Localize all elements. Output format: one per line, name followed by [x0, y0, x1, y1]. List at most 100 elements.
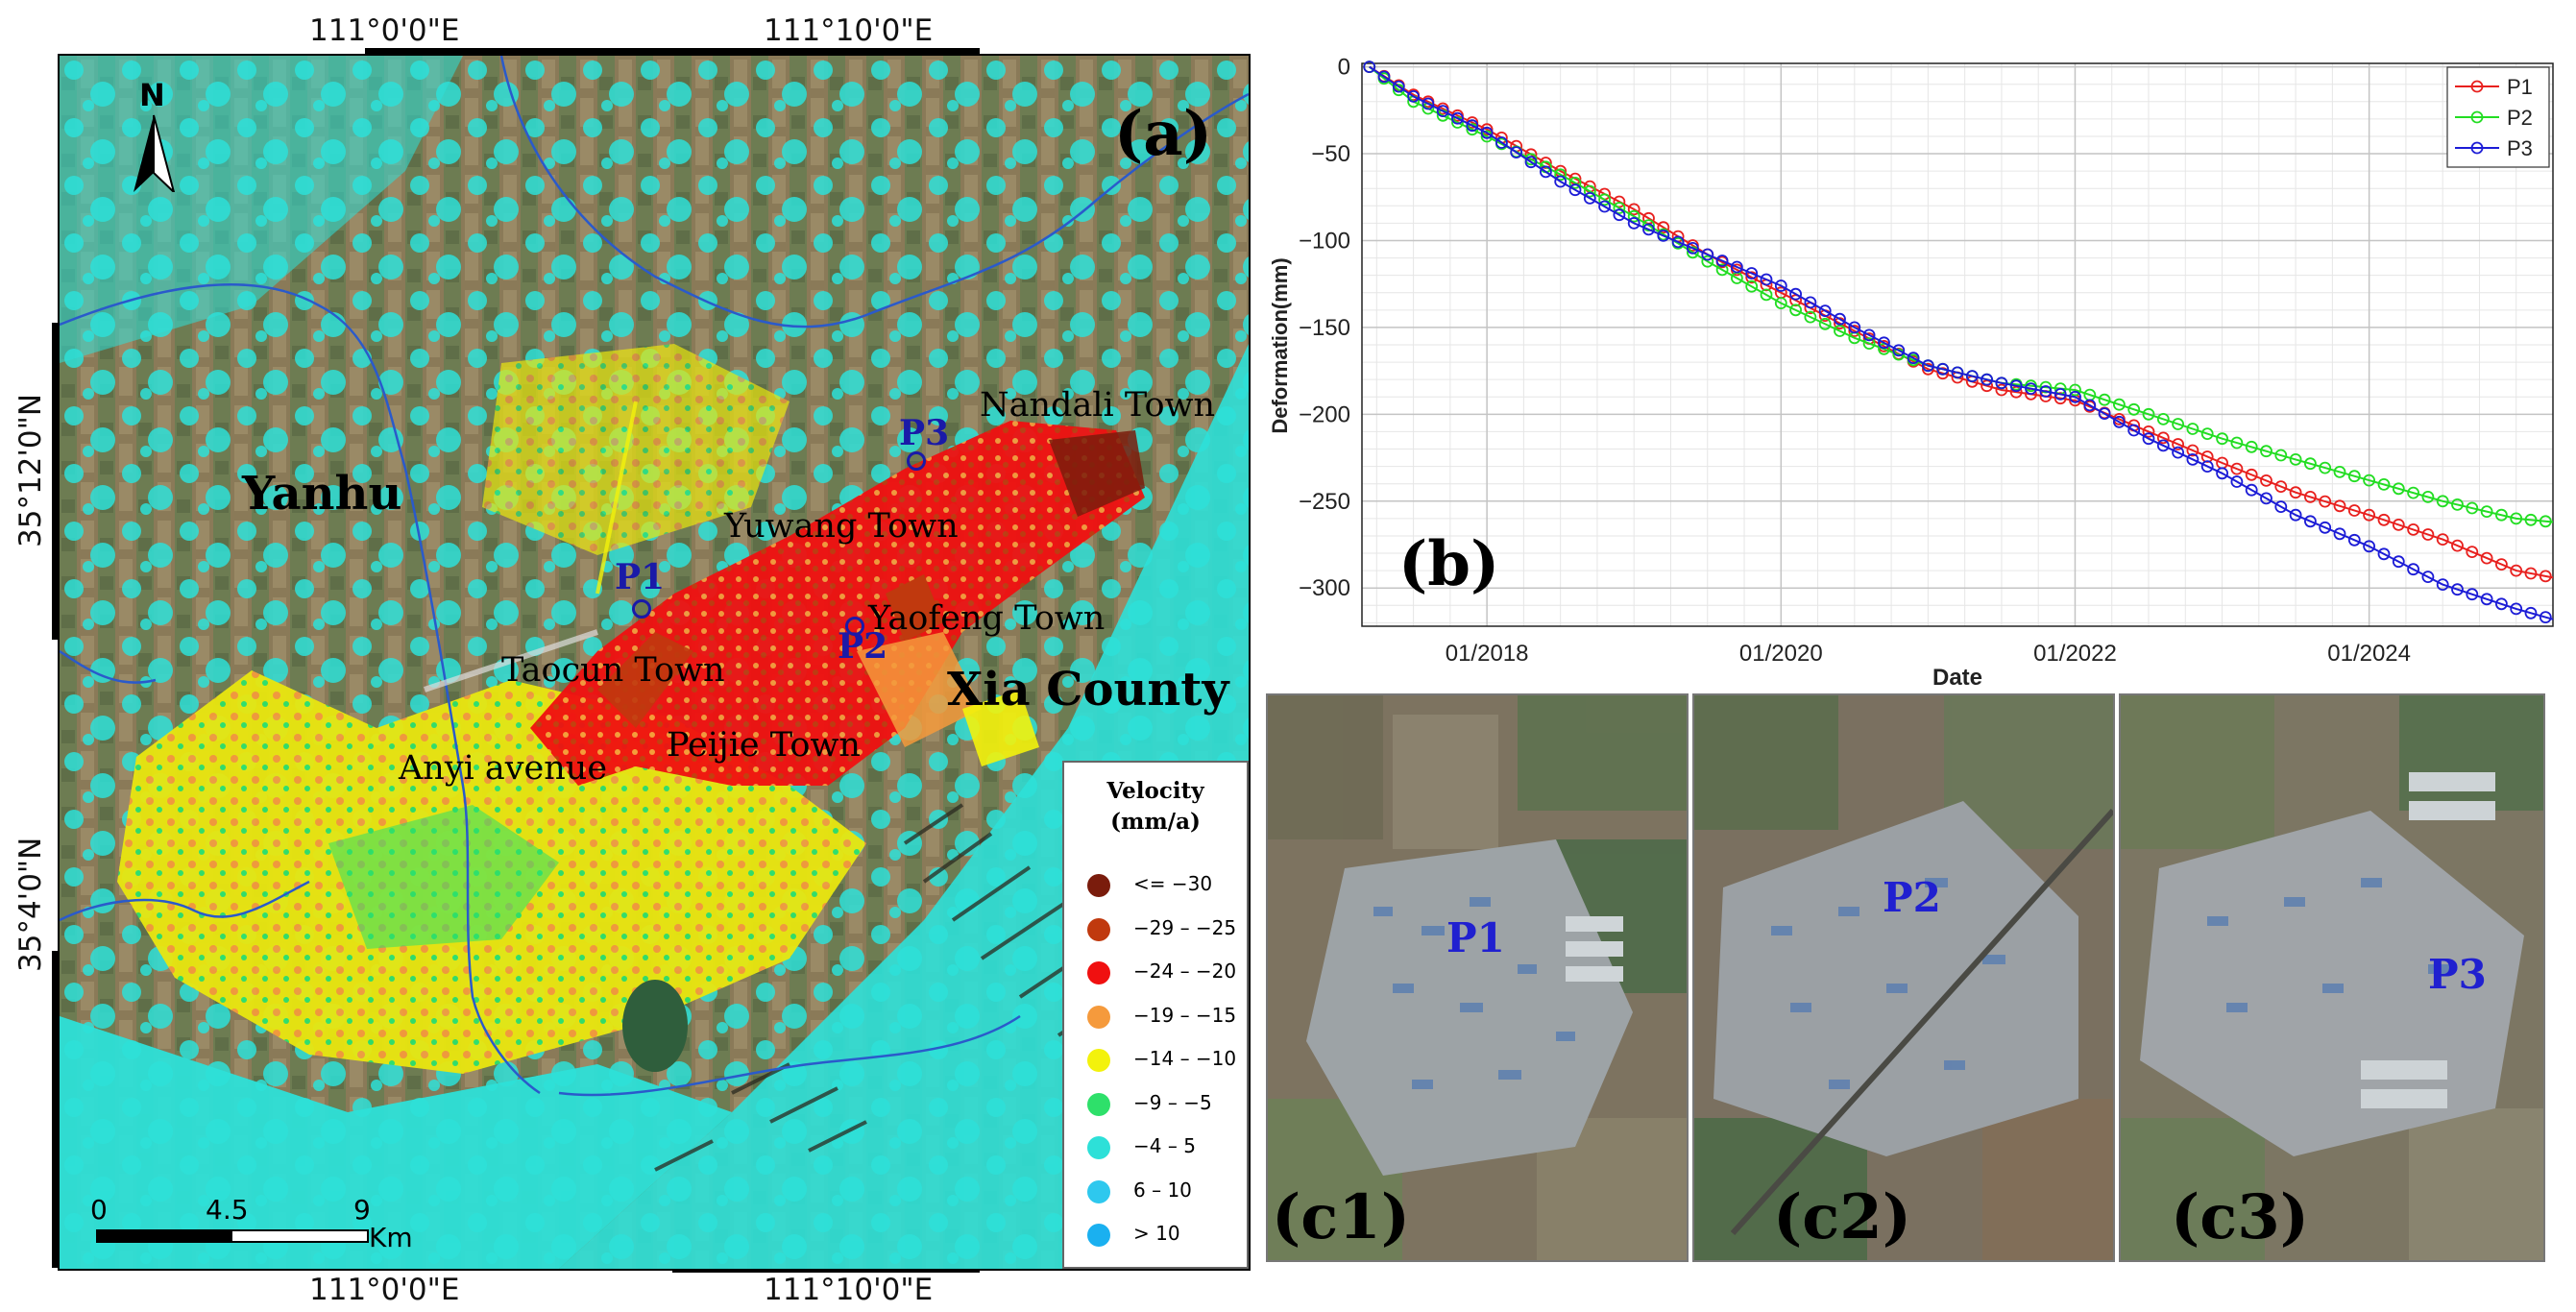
series-point-p2 [1554, 168, 1567, 182]
series-line-p3 [1369, 65, 2554, 620]
series-point-p2 [2260, 445, 2272, 458]
chart-legend-marker [2470, 80, 2484, 93]
series-point-p3 [1804, 296, 1817, 309]
place-yuwang: Yuwang Town [724, 507, 959, 546]
series-point-p3 [1922, 359, 1934, 373]
chart-legend-label: P1 [2507, 75, 2533, 99]
series-point-p2 [2069, 383, 2081, 397]
series-point-p2 [1701, 255, 1714, 268]
series-point-p3 [1451, 111, 1464, 125]
velocity-map [58, 54, 1251, 1271]
series-point-p1 [2319, 495, 2332, 508]
series-point-p3 [1568, 183, 1582, 197]
chart-series [1363, 61, 2554, 623]
legend-item-label: −19 – −15 [1133, 1003, 1237, 1027]
series-point-p3 [1480, 126, 1494, 139]
legend-swatch [1087, 1049, 1110, 1072]
series-point-p3 [2480, 593, 2493, 606]
y-tick-label: −50 [1311, 141, 1350, 167]
series-point-p3 [1951, 366, 1964, 379]
series-point-p1 [2480, 551, 2493, 565]
series-point-p2 [1613, 202, 1626, 214]
series-point-p3 [2069, 390, 2081, 403]
series-point-p3 [1878, 336, 1890, 350]
series-point-p3 [2539, 611, 2552, 623]
series-point-p2 [2274, 449, 2288, 462]
legend-item-label: −14 – −10 [1133, 1047, 1237, 1070]
series-point-p2 [2245, 440, 2258, 453]
photo-c2-point: P2 [1883, 874, 1941, 921]
series-point-p1 [2377, 513, 2391, 526]
place-anyi-avenue: Anyi avenue [399, 749, 608, 788]
plot-frame [1361, 62, 2554, 627]
series-point-p3 [2156, 439, 2170, 452]
series-point-p2 [2480, 505, 2493, 519]
series-p1 [1363, 61, 2554, 583]
series-point-p2 [2363, 474, 2375, 487]
series-point-p3 [2304, 515, 2317, 528]
series-point-p1 [2304, 490, 2317, 503]
series-point-p3 [2127, 424, 2141, 437]
series-point-p2 [2407, 486, 2419, 499]
series-point-p2 [2436, 495, 2449, 508]
x-tick-label: 01/2020 [1739, 641, 1823, 667]
place-yaofeng: Yaofeng Town [868, 599, 1106, 638]
series-point-p1 [2363, 508, 2375, 522]
series-point-p3 [1363, 61, 1376, 74]
series-point-p3 [1981, 373, 1993, 386]
legend-swatch [1087, 1179, 1110, 1203]
series-point-p3 [1834, 312, 1846, 326]
series-point-p2 [2172, 418, 2184, 430]
legend-swatch [1087, 961, 1110, 984]
series-point-p2 [2524, 513, 2538, 526]
series-point-p2 [2392, 482, 2405, 496]
series-point-p3 [2392, 555, 2405, 569]
series-point-p1 [2230, 462, 2244, 475]
series-point-p2 [2216, 432, 2228, 446]
series-p3 [1363, 61, 2554, 623]
series-point-p3 [2289, 508, 2302, 522]
series-point-p3 [1642, 223, 1655, 236]
point-p1-marker [632, 599, 651, 619]
series-point-p3 [2510, 602, 2523, 616]
panel-a-label: (a) [1114, 98, 1213, 170]
series-point-p3 [2142, 432, 2155, 446]
series-point-p3 [1495, 136, 1508, 149]
series-point-p2 [1686, 246, 1699, 259]
series-point-p3 [1965, 370, 1979, 383]
series-point-p1 [1745, 271, 1759, 284]
series-point-p3 [1598, 200, 1612, 213]
frame-bar-left [52, 323, 58, 640]
series-point-p3 [1524, 156, 1538, 169]
series-point-p2 [1892, 348, 1906, 361]
series-point-p2 [2230, 436, 2244, 449]
place-nandali: Nandali Town [980, 386, 1216, 425]
series-point-p3 [2216, 467, 2228, 480]
photo-c2: P2 (c2) [1692, 693, 2115, 1262]
left-lat-tick-1: 35°12'0"N [13, 393, 48, 547]
legend-swatch [1087, 1136, 1110, 1159]
series-p2 [1363, 61, 2554, 528]
velocity-map-graphic [60, 56, 1249, 1269]
series-point-p2 [2127, 402, 2141, 416]
y-tick-label: −100 [1299, 228, 1350, 254]
top-lon-tick-2: 111°10'0"E [764, 13, 934, 48]
series-point-p3 [2245, 483, 2258, 497]
series-point-p3 [1848, 321, 1861, 334]
series-point-p2 [2142, 407, 2155, 421]
series-point-p3 [2025, 382, 2037, 396]
point-p1-label: P1 [615, 557, 666, 597]
series-point-p3 [2009, 379, 2023, 393]
series-point-p3 [1862, 328, 1876, 342]
photo-c1-label: (c1) [1272, 1181, 1411, 1253]
velocity-legend: Velocity (mm/a) <= −30 −29 – −25 −24 – −20… [1062, 761, 1249, 1269]
legend-swatch [1087, 1005, 1110, 1029]
chart-legend-marker [2470, 141, 2484, 155]
place-yanhu: Yanhu [242, 467, 402, 521]
y-tick-label: −200 [1299, 401, 1350, 427]
series-point-p2 [1715, 263, 1729, 277]
series-point-p1 [2495, 558, 2508, 571]
series-point-p1 [2392, 518, 2405, 531]
series-point-p2 [1774, 297, 1787, 310]
north-arrow-icon [134, 114, 176, 196]
